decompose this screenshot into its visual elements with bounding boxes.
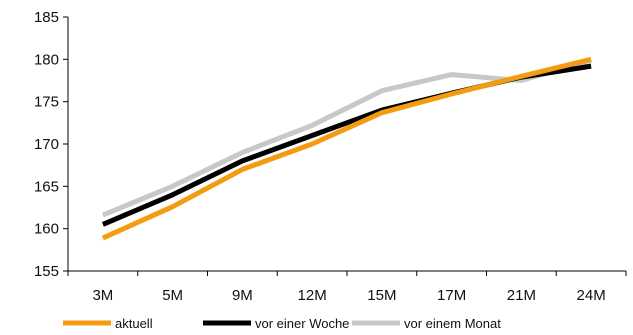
legend-label: vor einer Woche [255, 316, 349, 331]
x-tick-label: 9M [232, 287, 253, 304]
y-tick-label: 160 [34, 221, 59, 238]
x-tick-label: 12M [298, 287, 327, 304]
y-tick-label: 155 [34, 263, 59, 280]
series-line-aktuell [101, 56, 592, 241]
legend-label: vor einem Monat [404, 316, 501, 331]
axes: 155 160 165 170 175 180 185 3M 5M 9M 12M 15M 17M 21M 2… [34, 9, 627, 304]
x-tick-label: 17M [437, 287, 466, 304]
legend: aktuell vor einer Woche vor einem Monat [63, 316, 501, 331]
y-tick-label: 175 [34, 94, 59, 111]
legend-label: aktuell [115, 316, 153, 331]
y-tick-label: 180 [34, 51, 59, 68]
series-line-vor-einer-woche [101, 63, 592, 227]
y-tick-label: 170 [34, 136, 59, 153]
x-tick-label: 21M [507, 287, 536, 304]
x-tick-label: 15M [367, 287, 396, 304]
x-tick-label: 5M [162, 287, 183, 304]
series-lines [101, 56, 592, 241]
y-tick-label: 165 [34, 178, 59, 195]
x-tick-label: 24M [577, 287, 606, 304]
y-tick-label: 185 [34, 9, 59, 26]
x-tick-label: 3M [92, 287, 113, 304]
